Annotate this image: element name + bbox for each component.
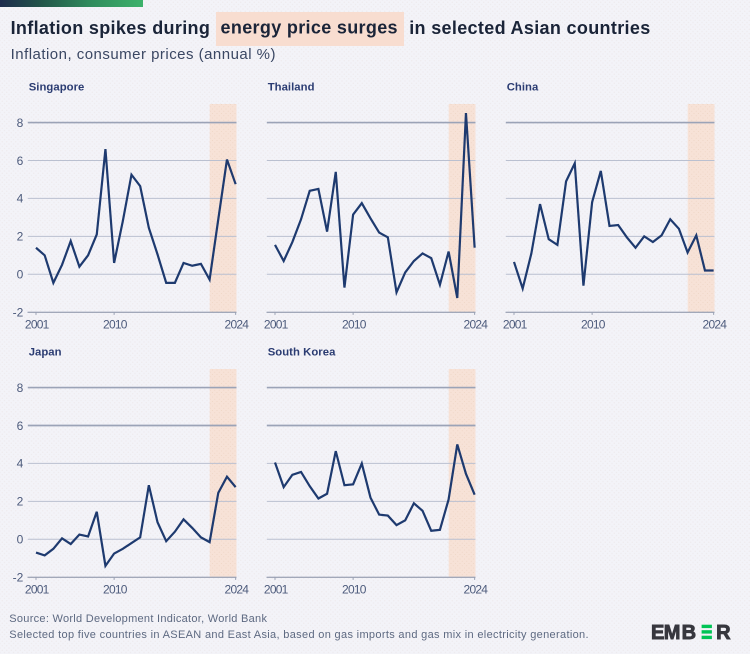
svg-text:E: E <box>651 622 664 644</box>
svg-text:South Korea: South Korea <box>268 347 336 359</box>
svg-text:2010: 2010 <box>581 318 606 332</box>
svg-text:8: 8 <box>17 381 24 395</box>
svg-text:China: China <box>507 82 539 94</box>
svg-text:Singapore: Singapore <box>29 82 85 94</box>
svg-text:-2: -2 <box>13 306 24 320</box>
svg-text:2010: 2010 <box>342 318 367 332</box>
svg-text:R: R <box>716 622 731 644</box>
svg-text:2001: 2001 <box>264 583 289 597</box>
svg-text:M: M <box>664 622 681 644</box>
svg-text:6: 6 <box>17 154 24 168</box>
svg-text:2001: 2001 <box>25 583 50 597</box>
svg-text:4: 4 <box>17 457 24 471</box>
svg-text:2024: 2024 <box>703 318 728 332</box>
svg-text:8: 8 <box>17 116 24 130</box>
svg-text:2024: 2024 <box>464 583 489 597</box>
svg-text:0: 0 <box>17 533 24 547</box>
svg-text:Thailand: Thailand <box>268 82 315 94</box>
svg-text:2010: 2010 <box>103 318 128 332</box>
svg-text:Japan: Japan <box>29 347 62 359</box>
svg-text:4: 4 <box>17 192 24 206</box>
svg-text:2: 2 <box>17 230 24 244</box>
svg-text:2024: 2024 <box>225 318 250 332</box>
svg-text:0: 0 <box>17 268 24 282</box>
svg-text:2001: 2001 <box>503 318 528 332</box>
svg-text:2010: 2010 <box>103 583 128 597</box>
svg-text:2001: 2001 <box>25 318 50 332</box>
svg-text:2024: 2024 <box>225 583 250 597</box>
svg-text:-2: -2 <box>13 571 24 585</box>
svg-text:6: 6 <box>17 419 24 433</box>
svg-text:2: 2 <box>17 495 24 509</box>
svg-text:2001: 2001 <box>264 318 289 332</box>
svg-text:2024: 2024 <box>464 318 489 332</box>
svg-text:B: B <box>682 622 696 644</box>
svg-text:2010: 2010 <box>342 583 367 597</box>
